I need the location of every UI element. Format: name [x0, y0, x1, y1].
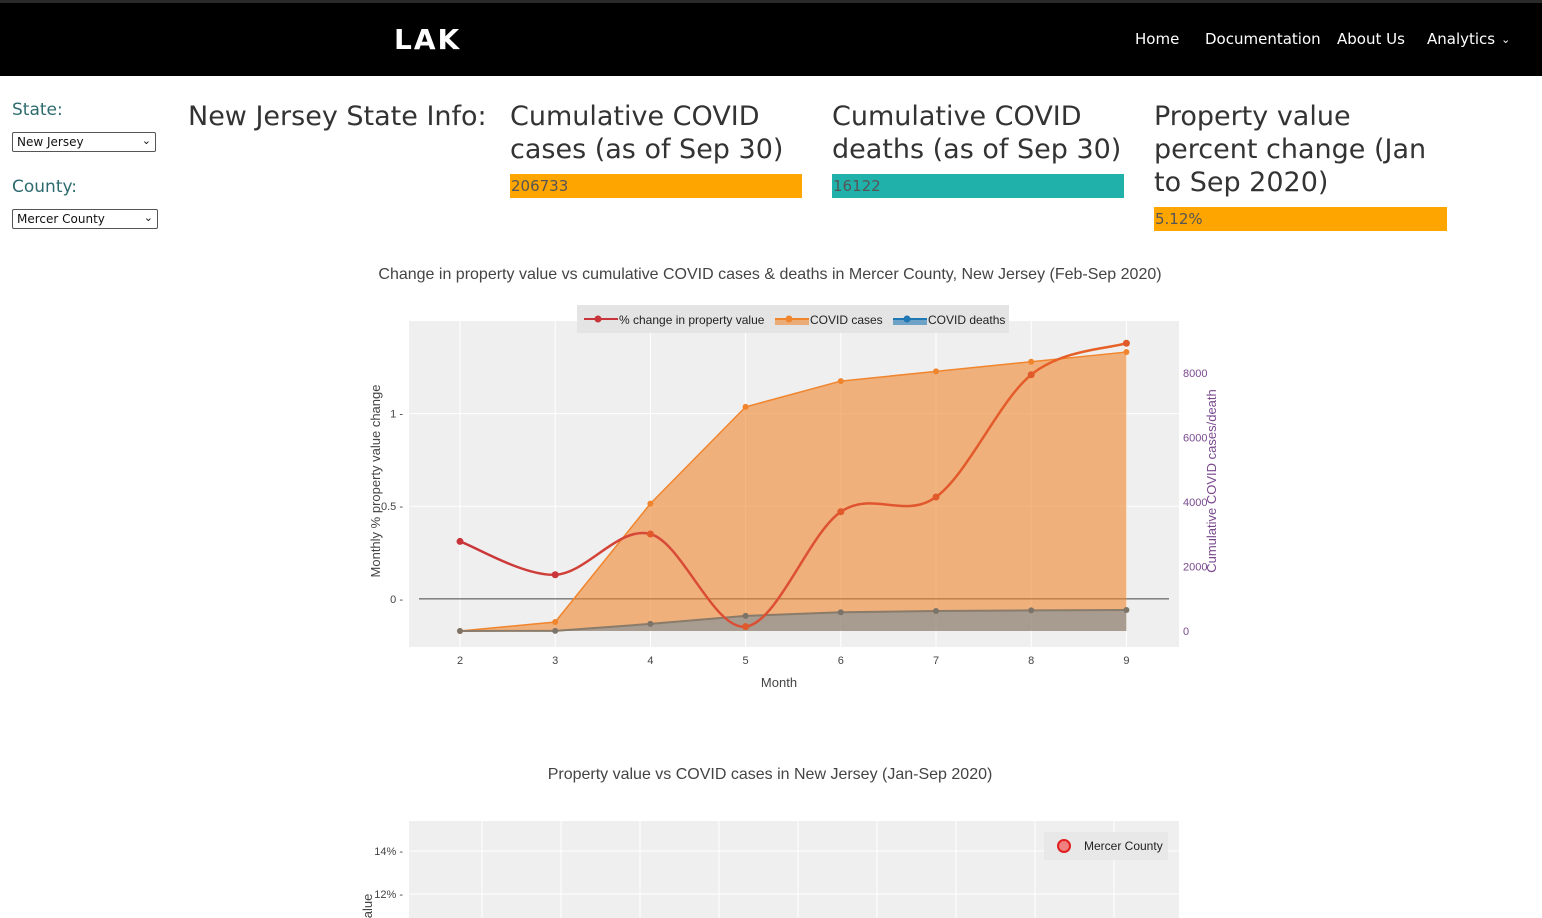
chart1-legend: % change in property value COVID cases COV…	[577, 305, 1009, 333]
y2-tick-label: 0	[1183, 626, 1189, 638]
nav-about-us-link[interactable]: About Us	[1337, 30, 1405, 48]
cases-value-bar: 206733	[510, 174, 802, 198]
x-axis-label: Month	[761, 675, 797, 690]
legend-swatch	[775, 319, 809, 325]
property-value-point	[1027, 371, 1035, 379]
covid-deaths-point	[552, 627, 559, 634]
property-value-point	[742, 623, 750, 631]
legend-marker	[903, 315, 911, 323]
covid-cases-point	[552, 618, 559, 625]
covid-deaths-point	[837, 609, 844, 616]
y-tick-label: 1 -	[390, 409, 403, 421]
chart2-legend: Mercer County	[1044, 832, 1168, 860]
state-select-value: New Jersey	[17, 135, 84, 149]
top-navbar: LAK Home Documentation About Us Analytic…	[0, 0, 1542, 76]
y2-tick-label: 4000	[1183, 497, 1207, 509]
covid-cases-point	[1028, 358, 1035, 365]
y-tick-label: 12% -	[374, 889, 403, 901]
chevron-down-icon: ⌄	[141, 134, 151, 147]
deaths-title: Cumulative COVID deaths (as of Sep 30)	[832, 101, 1122, 165]
nav-documentation-link[interactable]: Documentation	[1205, 30, 1321, 48]
covid-deaths-point	[933, 608, 939, 615]
y2-axis-label: Cumulative COVID cases/death	[1204, 389, 1219, 573]
legend-label: COVID deaths	[928, 313, 1005, 327]
legend-label: COVID cases	[810, 313, 883, 327]
property-value-bar: 5.12%	[1154, 207, 1447, 231]
property-value-point	[456, 537, 464, 545]
covid-deaths-point	[647, 620, 654, 627]
covid-cases-area	[460, 352, 1127, 631]
covid-deaths-point	[1028, 607, 1035, 614]
covid-deaths-point	[457, 628, 463, 634]
state-label: State:	[12, 100, 63, 120]
covid-cases-point	[742, 403, 749, 410]
x-tick-label: 8	[1028, 655, 1034, 667]
covid-cases-point	[837, 378, 844, 385]
y2-tick-label: 8000	[1183, 368, 1207, 380]
y-axis-label: alue	[360, 894, 375, 918]
y-tick-label: 0 -	[390, 594, 403, 606]
chevron-down-icon: ⌄	[1501, 33, 1511, 46]
y-tick-label: 14% -	[374, 846, 403, 858]
property-value-point	[646, 530, 654, 538]
x-tick-label: 3	[552, 655, 558, 667]
legend-marker	[785, 315, 793, 323]
x-tick-label: 2	[457, 655, 463, 667]
chevron-down-icon: ⌄	[143, 211, 153, 224]
property-value-point	[837, 508, 845, 516]
covid-deaths-line	[459, 609, 1127, 632]
x-tick-label: 6	[838, 655, 844, 667]
property-title: Property value percent change (Jan to Se…	[1154, 101, 1427, 198]
covid-deaths-point	[1123, 607, 1130, 614]
county-select-value: Mercer County	[17, 212, 105, 226]
deaths-value-bar: 16122	[832, 174, 1124, 198]
county-label: County:	[12, 177, 78, 197]
legend-swatch	[893, 319, 927, 325]
legend-label: % change in property value	[619, 313, 765, 327]
covid-deaths-point	[742, 612, 749, 619]
x-tick-label: 7	[933, 655, 939, 667]
nav-analytics-dropdown[interactable]: Analytics ⌄	[1427, 30, 1510, 48]
x-tick-label: 4	[647, 655, 653, 667]
property-value-point	[1122, 339, 1130, 347]
y2-tick-label: 2000	[1183, 562, 1207, 574]
cases-title: Cumulative COVID cases (as of Sep 30)	[510, 101, 784, 165]
chart1-title: Change in property value vs cumulative C…	[378, 266, 1162, 283]
property-value-point	[932, 493, 940, 501]
legend-marker	[594, 315, 602, 323]
brand-logo[interactable]: LAK	[394, 23, 462, 56]
county-select[interactable]: Mercer County ⌄	[12, 209, 158, 229]
y-axis-label: Monthly % property value change	[368, 385, 383, 578]
state-info-title: New Jersey State Info:	[188, 101, 487, 132]
nav-analytics-label: Analytics	[1427, 30, 1496, 48]
property-value-point	[551, 571, 559, 579]
covid-cases-line	[459, 351, 1127, 632]
y-tick-label: 0.5 -	[381, 501, 403, 513]
x-tick-label: 9	[1123, 655, 1129, 667]
nav-home-link[interactable]: Home	[1135, 30, 1180, 48]
chart2-title: Property value vs COVID cases in New Jer…	[547, 766, 993, 783]
x-tick-label: 5	[743, 655, 749, 667]
property-scatter-chart: 14% - 12% -alue Mercer County	[360, 821, 1179, 918]
legend-label: Mercer County	[1084, 839, 1163, 853]
covid-cases-point	[647, 500, 654, 507]
covid-cases-point	[933, 368, 939, 375]
property-value-line	[459, 342, 1127, 628]
legend-marker	[1057, 839, 1071, 853]
property-vs-covid-chart: 2 3 4 5 6 7 8 9 0 - 0.5 - 1 - 0 2000 4000 6000 8000 Mont…	[368, 305, 1219, 690]
y2-tick-label: 6000	[1183, 433, 1207, 445]
state-select[interactable]: New Jersey ⌄	[12, 132, 156, 152]
covid-cases-point	[1123, 349, 1130, 356]
